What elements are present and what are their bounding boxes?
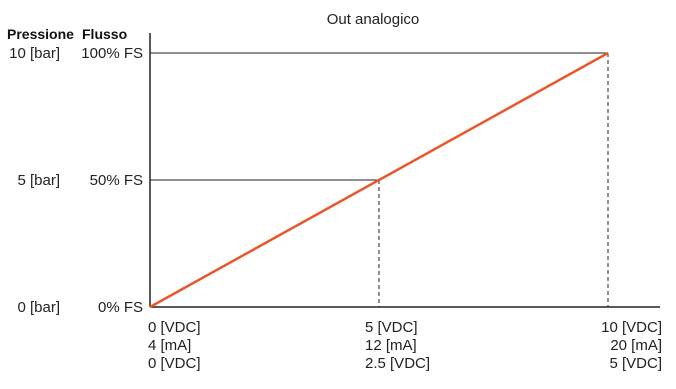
- x-tick-labels: 0 [VDC]4 [mA]0 [VDC]5 [VDC]12 [mA]2.5 [V…: [148, 319, 662, 372]
- pressione-axis-header: Pressione: [7, 26, 74, 42]
- x-tick-label: 12 [mA]: [365, 337, 417, 354]
- y-tick-labels: 0 [bar] 0% FS 5 [bar] 50% FS 10 [bar] 100% FS: [9, 45, 143, 316]
- flusso-tick-label: 0% FS: [98, 299, 143, 316]
- pressione-tick-label: 10 [bar]: [9, 45, 60, 62]
- x-tick-label: 0 [VDC]: [148, 319, 201, 336]
- flusso-tick-label: 50% FS: [90, 172, 143, 189]
- x-tick-label: 20 [mA]: [610, 337, 662, 354]
- pressione-tick-label: 5 [bar]: [17, 172, 60, 189]
- series-layer: [149, 51, 609, 309]
- grid-lines: [150, 52, 609, 307]
- x-tick-label: 0 [VDC]: [148, 355, 201, 372]
- x-tick-label: 4 [mA]: [148, 337, 191, 354]
- chart-title: Out analogico: [327, 11, 420, 28]
- x-tick-label: 5 [VDC]: [365, 319, 418, 336]
- x-tick-label: 2.5 [VDC]: [365, 355, 430, 372]
- axes: [149, 33, 660, 308]
- x-tick-label: 10 [VDC]: [601, 319, 662, 336]
- flusso-tick-label: 100% FS: [81, 45, 143, 62]
- pressione-tick-label: 0 [bar]: [17, 299, 60, 316]
- flusso-axis-header: Flusso: [82, 26, 127, 42]
- series-line: [149, 51, 609, 309]
- x-tick-label: 5 [VDC]: [609, 355, 662, 372]
